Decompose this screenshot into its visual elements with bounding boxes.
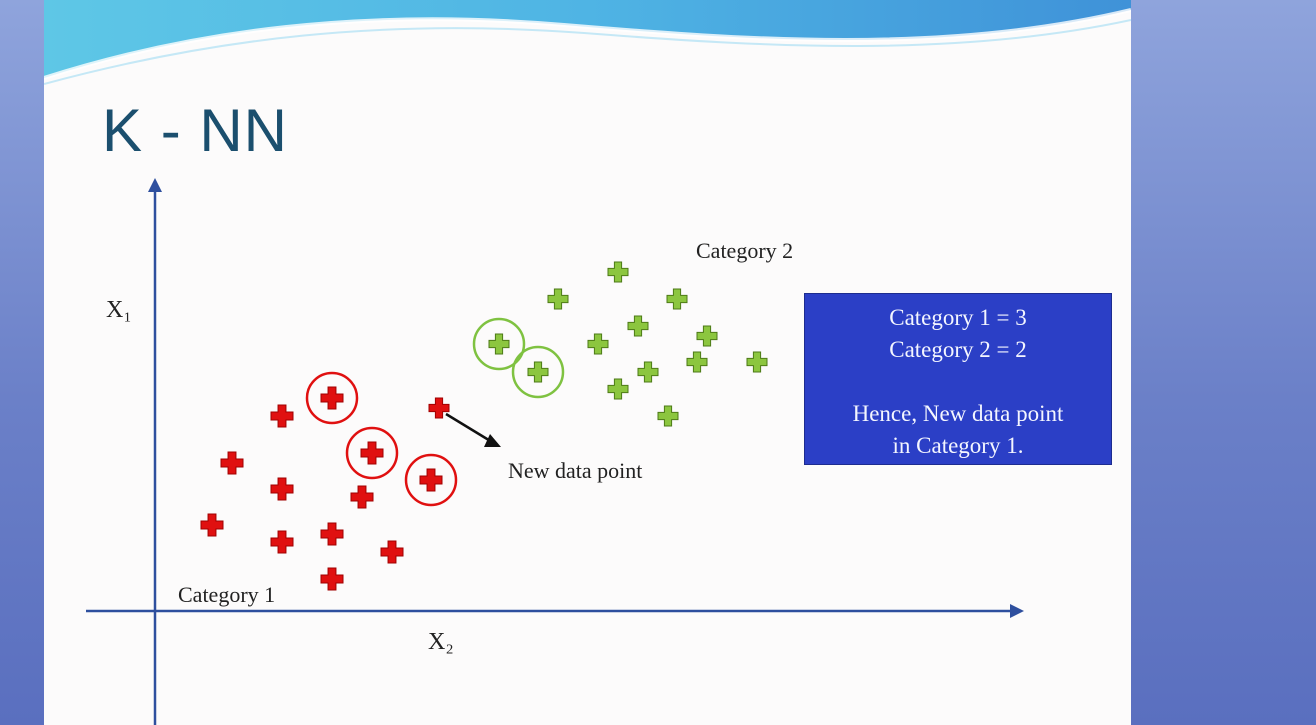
category1-point (320, 386, 344, 410)
nearest-neighbor-ring (472, 317, 526, 371)
category1-point (320, 522, 344, 546)
category1-label: Category 1 (178, 582, 275, 607)
nearest-neighbor-ring (404, 453, 458, 507)
category1-point (360, 441, 384, 465)
new-data-point-marker (428, 397, 450, 419)
x-axis-arrowhead (1010, 604, 1024, 618)
knn-diagram: X₁ X₂ Category 1 Category 2 New data poi… (86, 178, 1024, 725)
category2-point (587, 333, 609, 355)
result-box: Category 1 = 3 Category 2 = 2 Hence, New… (804, 293, 1112, 465)
category2-point (666, 288, 688, 310)
nearest-neighbor-ring (511, 345, 565, 399)
category2-point (627, 315, 649, 337)
category2-points (472, 261, 768, 427)
category2-label: Category 2 (696, 238, 793, 263)
category1-point (220, 451, 244, 475)
result-spacer (805, 366, 1111, 398)
nearest-neighbor-ring (345, 426, 399, 480)
category1-point (320, 567, 344, 591)
category1-point (270, 404, 294, 428)
new-data-point-group (428, 397, 450, 419)
nearest-neighbor-ring (305, 371, 359, 425)
category2-point (686, 351, 708, 373)
result-category2-count: Category 2 = 2 (889, 337, 1027, 362)
category1-points (200, 371, 458, 591)
slide: K - NN X₁ X₂ Category 1 Category 2 New d… (44, 0, 1131, 725)
result-conclusion-line1: Hence, New data point (852, 401, 1064, 426)
result-category1-count: Category 1 = 3 (889, 305, 1027, 330)
x-axis-label: X₂ (428, 629, 454, 655)
category2-point (637, 361, 659, 383)
new-point-arrowhead (484, 434, 501, 447)
category2-point (696, 325, 718, 347)
category1-point (270, 530, 294, 554)
y-axis-arrowhead (148, 178, 162, 192)
y-axis-label: X₁ (106, 297, 132, 323)
new-point-arrow (445, 412, 493, 444)
category1-point (419, 468, 443, 492)
category2-point (547, 288, 569, 310)
slide-title: K - NN (102, 97, 288, 164)
new-data-point-label: New data point (508, 458, 642, 483)
category2-point (746, 351, 768, 373)
category2-point (607, 378, 629, 400)
category1-point (270, 477, 294, 501)
category2-point (488, 333, 510, 355)
category1-point (380, 540, 404, 564)
category2-point (527, 361, 549, 383)
result-conclusion-line2: in Category 1. (892, 433, 1024, 458)
category2-point (607, 261, 629, 283)
header-wave-decoration (44, 0, 1131, 85)
category1-point (200, 513, 224, 537)
category1-point (350, 485, 374, 509)
category2-point (657, 405, 679, 427)
